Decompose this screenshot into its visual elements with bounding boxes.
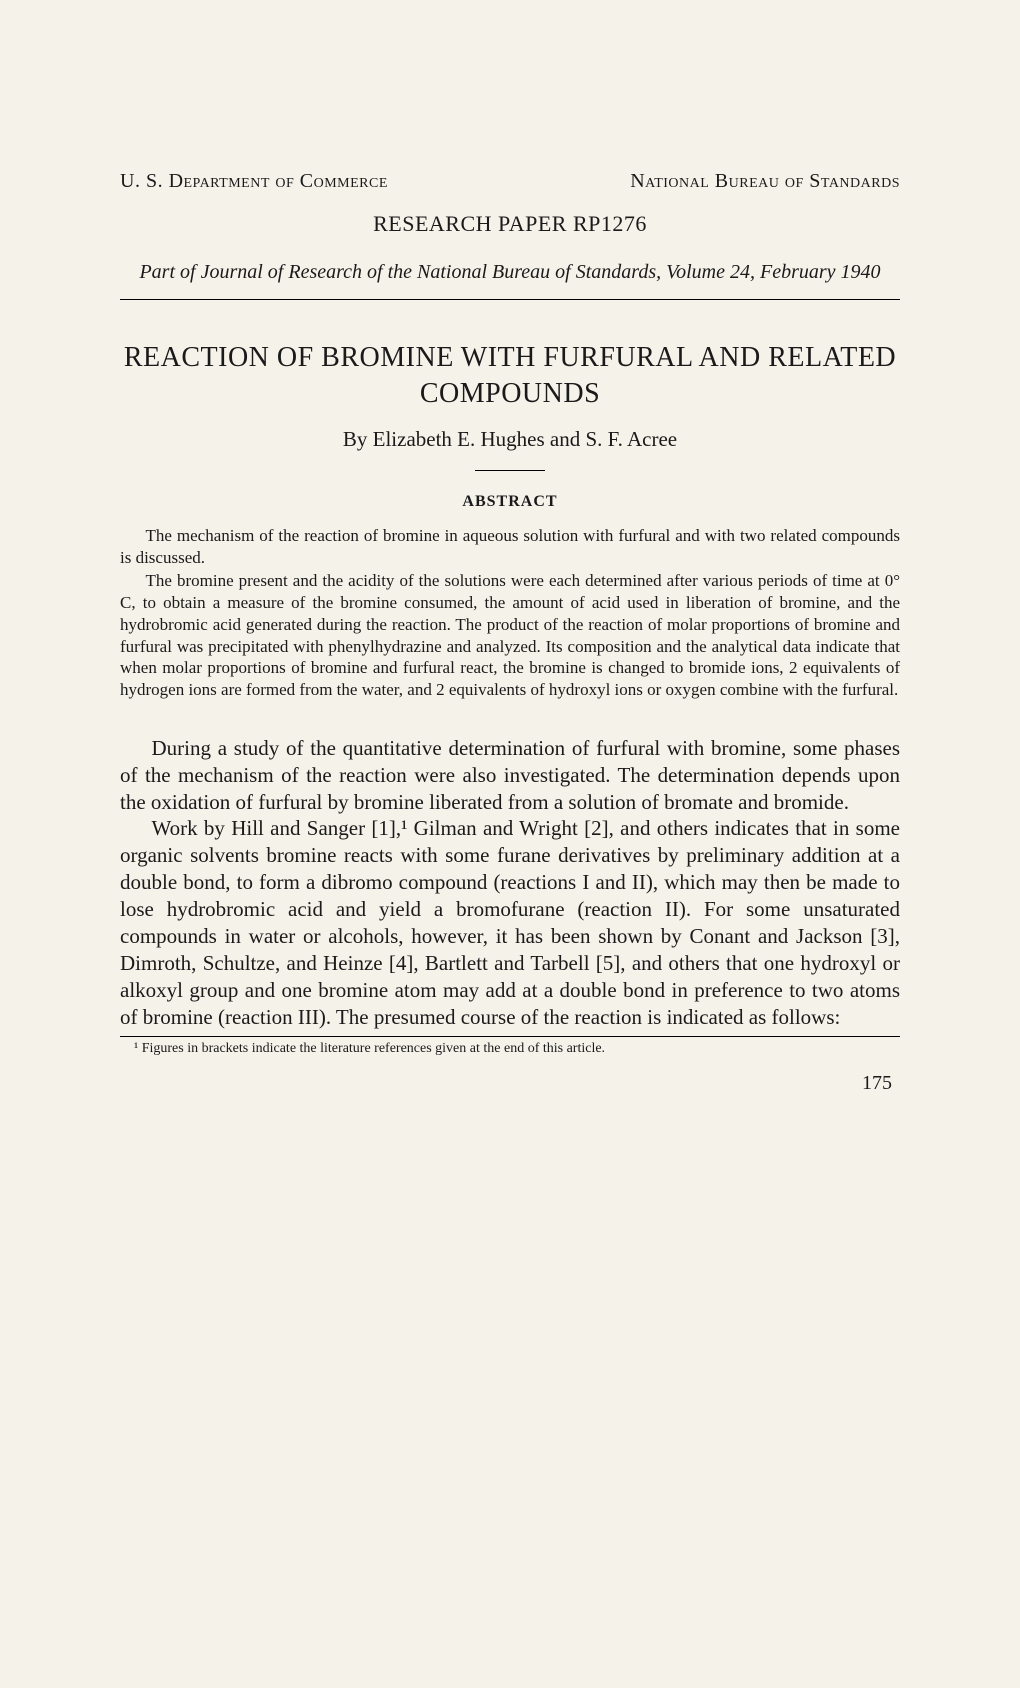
footnote-rule: [120, 1036, 900, 1037]
divider-rule: [120, 299, 900, 300]
department-name: U. S. Department of Commerce: [120, 170, 388, 193]
abstract-heading: ABSTRACT: [120, 493, 900, 511]
authors-line: By Elizabeth E. Hughes and S. F. Acree: [120, 427, 900, 452]
journal-citation: Part of Journal of Research of the Natio…: [120, 259, 900, 285]
body-paragraph-2: Work by Hill and Sanger [1],¹ Gilman and…: [120, 815, 900, 1030]
short-rule: [475, 470, 545, 471]
paper-title: REACTION OF BROMINE WITH FURFURAL AND RE…: [120, 340, 900, 413]
publisher-header: U. S. Department of Commerce National Bu…: [120, 170, 900, 193]
body-paragraph-1: During a study of the quantitative deter…: [120, 735, 900, 816]
footnote-text: ¹ Figures in brackets indicate the liter…: [120, 1041, 900, 1058]
bureau-name: National Bureau of Standards: [630, 170, 900, 193]
abstract-paragraph-2: The bromine present and the acidity of t…: [120, 570, 900, 701]
abstract-paragraph-1: The mechanism of the reaction of bromine…: [120, 525, 900, 569]
page-number: 175: [120, 1072, 900, 1095]
paper-id: RESEARCH PAPER RP1276: [120, 211, 900, 237]
